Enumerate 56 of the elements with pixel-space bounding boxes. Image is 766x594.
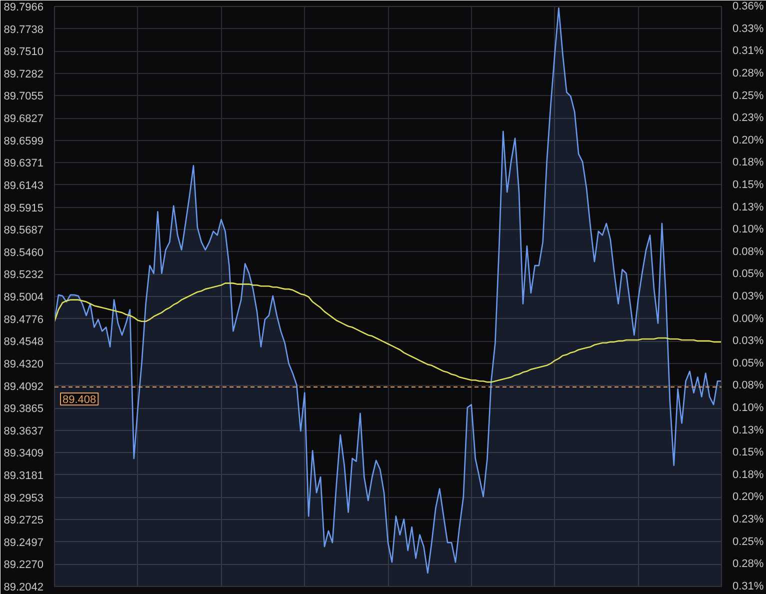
y-tick-label: 89.4548 bbox=[4, 336, 44, 348]
y-tick-label: 89.5004 bbox=[4, 292, 44, 304]
line-series bbox=[54, 282, 722, 383]
y-tick-label: 89.2270 bbox=[4, 559, 44, 572]
y2-tick-label: 0.00% bbox=[732, 312, 764, 325]
y-tick-label: 89.6599 bbox=[4, 135, 44, 148]
y2-tick-label: 0.31% bbox=[732, 45, 764, 58]
y2-tick-label: 0.36% bbox=[732, 0, 764, 13]
y2-tick-label: 0.25% bbox=[732, 536, 764, 548]
y2-tick-label: 0.03% bbox=[732, 290, 764, 302]
ref-line-label: 89.408 bbox=[62, 394, 96, 406]
y2-tick-label: 0.08% bbox=[732, 246, 764, 258]
y2-tick-label: 0.20% bbox=[732, 491, 764, 504]
y-tick-label: 89.4092 bbox=[4, 380, 44, 393]
y2-tick-label: 0.28% bbox=[732, 558, 764, 570]
y2-tick-label: 0.31% bbox=[732, 580, 764, 592]
y-tick-label: 89.6827 bbox=[4, 113, 44, 126]
y2-tick-label: 0.03% bbox=[732, 335, 764, 348]
y-tick-label: 89.3637 bbox=[4, 425, 44, 438]
y-tick-label: 89.6143 bbox=[4, 180, 44, 192]
y-tick-label: 89.4776 bbox=[4, 314, 44, 326]
y-tick-label: 89.7282 bbox=[4, 68, 44, 80]
y-tick-label: 89.3865 bbox=[4, 403, 44, 416]
y-tick-label: 89.6371 bbox=[4, 158, 44, 170]
y2-tick-label: 0.28% bbox=[732, 67, 764, 80]
y-tick-label: 89.3409 bbox=[4, 448, 44, 460]
y2-tick-label: 0.05% bbox=[732, 357, 764, 370]
y2-tick-label: 0.13% bbox=[732, 424, 764, 436]
y-tick-label: 89.2497 bbox=[4, 536, 44, 549]
y2-tick-label: 0.20% bbox=[732, 134, 764, 146]
y2-tick-label: 0.33% bbox=[732, 22, 764, 35]
y-tick-label: 89.3181 bbox=[4, 470, 44, 482]
y2-tick-label: 0.13% bbox=[732, 201, 764, 214]
y-tick-label: 89.5460 bbox=[4, 246, 44, 259]
y2-tick-label: 0.25% bbox=[732, 90, 764, 102]
y2-tick-label: 0.15% bbox=[732, 178, 764, 191]
y2-tick-label: 0.08% bbox=[732, 380, 764, 392]
y2-tick-label: 0.18% bbox=[732, 468, 764, 481]
y2-tick-label: 0.10% bbox=[732, 402, 764, 414]
y2-tick-label: 0.05% bbox=[732, 268, 764, 280]
y2-tick-label: 0.10% bbox=[732, 224, 764, 236]
y-tick-label: 89.5232 bbox=[4, 269, 44, 282]
y-tick-label: 89.7510 bbox=[4, 46, 44, 58]
y-tick-label: 89.2042 bbox=[4, 582, 44, 594]
y2-tick-label: 0.15% bbox=[732, 446, 764, 459]
y-tick-label: 89.7738 bbox=[4, 24, 44, 36]
y2-tick-label: 0.23% bbox=[732, 513, 764, 526]
y-tick-label: 89.4320 bbox=[4, 358, 44, 370]
y2-tick-label: 0.18% bbox=[732, 156, 764, 169]
y-tick-label: 89.5687 bbox=[4, 224, 44, 237]
y-tick-label: 89.7966 bbox=[4, 2, 44, 14]
y-tick-label: 89.2725 bbox=[4, 514, 44, 527]
y-tick-label: 89.7055 bbox=[4, 90, 44, 103]
y-tick-label: 89.5915 bbox=[4, 202, 44, 214]
y2-tick-label: 0.23% bbox=[732, 112, 764, 124]
y-tick-label: 89.2953 bbox=[4, 492, 44, 504]
